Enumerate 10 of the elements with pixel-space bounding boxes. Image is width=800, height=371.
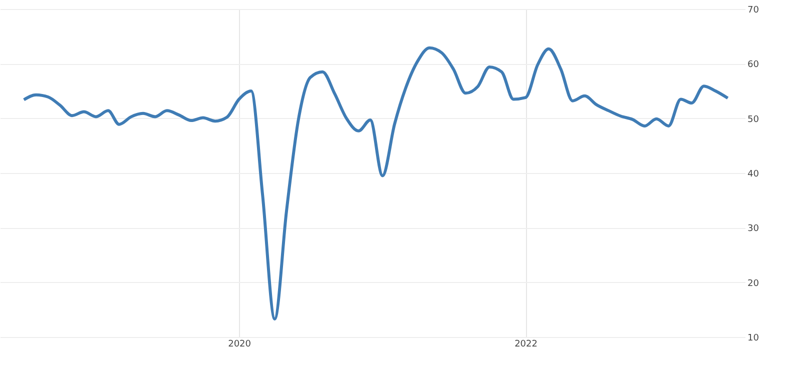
x-tick-label: 2022 [514, 340, 538, 350]
y-tick-label: 30 [748, 224, 760, 234]
y-tick-label: 70 [748, 6, 760, 16]
y-tick-label: 40 [748, 170, 760, 180]
x-tick-label: 2020 [228, 340, 252, 350]
line-series [22, 46, 730, 320]
y-tick-label: 10 [748, 334, 760, 344]
y-tick-label: 20 [748, 278, 760, 289]
y-tick-label: 60 [748, 60, 760, 70]
y-tick-label: 50 [748, 114, 760, 125]
